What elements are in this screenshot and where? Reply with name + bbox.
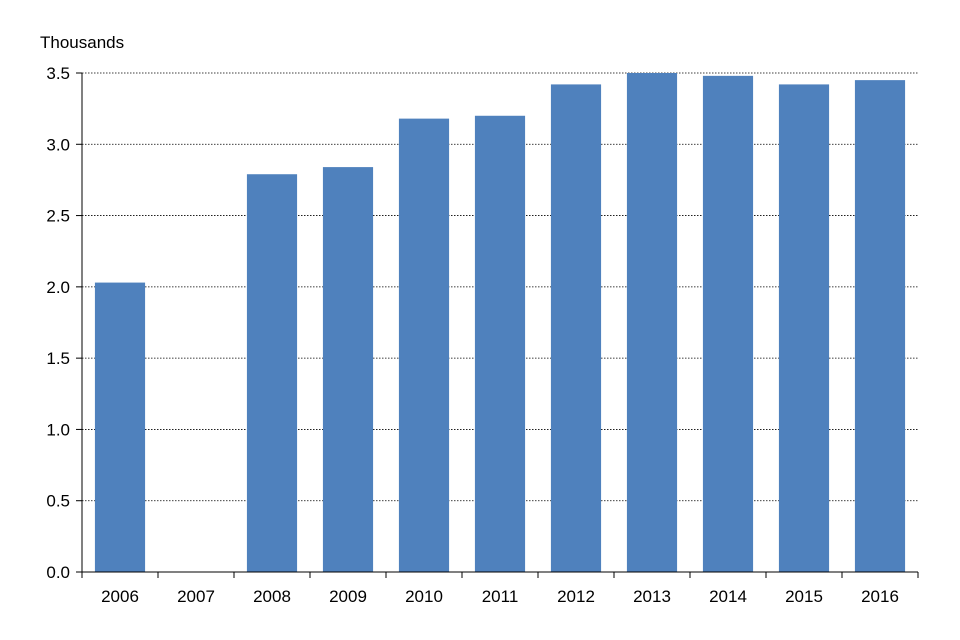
y-tick-label: 3.5 [46,64,70,83]
y-tick-label: 0.5 [46,492,70,511]
bar-2012 [550,84,602,573]
x-tick-labels: 2006 2007 2008 2009 2010 2011 2012 2013 2014 2015… [81,572,919,606]
x-tick-label: 2015 [785,587,823,606]
x-tick-label: 2014 [709,587,747,606]
x-tick-label: 2007 [177,587,215,606]
axes [81,73,918,573]
bars [94,73,906,573]
bar-2011 [474,115,526,573]
bar-2006 [94,282,146,572]
bar-2009 [322,167,374,572]
bar-2010 [398,118,450,572]
y-tick-label: 1.0 [46,420,70,439]
x-tick-label: 2006 [101,587,139,606]
y-tick-label: 3.0 [46,135,70,154]
y-tick-label: 2.0 [46,278,70,297]
x-tick-label: 2016 [861,587,899,606]
x-tick-label: 2009 [329,587,367,606]
x-tick-label: 2008 [253,587,291,606]
y-tick-label: 0.0 [46,563,70,582]
bar-2013 [626,73,678,572]
x-tick-label: 2012 [557,587,595,606]
y-tick-label: 1.5 [46,349,70,368]
bar-2016 [854,80,906,572]
bar-2008 [246,174,298,572]
bar-2015 [778,84,830,573]
y-axis-unit-label: Thousands [40,33,124,52]
x-tick-label: 2011 [482,587,519,606]
bar-2014 [702,75,754,572]
x-tick-label: 2010 [405,587,443,606]
y-tick-labels: 0.0 0.5 1.0 1.5 2.0 2.5 3.0 3.5 [46,64,82,582]
x-tick-label: 2013 [633,587,671,606]
y-tick-label: 2.5 [46,207,70,226]
